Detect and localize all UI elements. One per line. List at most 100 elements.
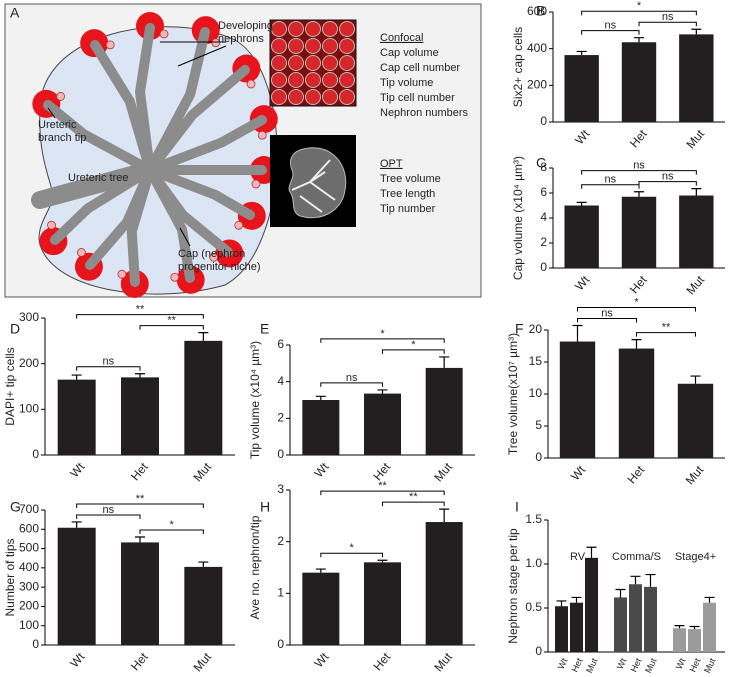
x-tick-label: Wt bbox=[615, 656, 629, 671]
error-bar bbox=[571, 596, 582, 603]
y-tick-label: 700 bbox=[19, 502, 39, 516]
y-tick-label: 20 bbox=[529, 322, 543, 336]
confocal-cap bbox=[339, 89, 355, 105]
confocal-cap bbox=[288, 89, 304, 105]
error-bar bbox=[691, 188, 702, 196]
confocal-cap bbox=[339, 38, 355, 54]
y-tick-label: 2 bbox=[540, 235, 547, 249]
confocal-cap bbox=[271, 21, 287, 37]
error-bar bbox=[691, 28, 702, 35]
bar bbox=[679, 195, 714, 268]
x-tick-label: Mut bbox=[683, 462, 707, 487]
ureteric-branch bbox=[145, 165, 195, 283]
ureteric-branch bbox=[85, 165, 155, 270]
y-axis-label: Tree volume(x10⁷ µm³) bbox=[506, 333, 520, 455]
bar bbox=[621, 42, 657, 122]
significance-label: ns bbox=[103, 504, 115, 516]
y-tick-label: 600 bbox=[527, 4, 547, 18]
annotation-arrow bbox=[179, 227, 191, 247]
y-tick-label: 15 bbox=[529, 354, 543, 368]
bar bbox=[425, 367, 463, 455]
confocal-cap bbox=[305, 72, 321, 88]
significance-bracket bbox=[320, 338, 445, 343]
significance-bracket bbox=[577, 318, 637, 323]
error-bar bbox=[630, 575, 641, 585]
x-tick-label: Wt bbox=[311, 459, 332, 480]
error-bar bbox=[674, 625, 685, 629]
significance-bracket bbox=[581, 184, 640, 189]
panel-label: D bbox=[10, 321, 20, 337]
error-bar bbox=[690, 375, 701, 384]
panel-label: I bbox=[515, 499, 519, 515]
error-bar bbox=[198, 332, 209, 341]
ureteric-branch bbox=[145, 65, 250, 175]
confocal-cap bbox=[322, 72, 338, 88]
bar bbox=[302, 572, 340, 645]
y-tick-label: 10 bbox=[529, 386, 543, 400]
significance-bracket bbox=[320, 382, 383, 387]
confocal-cap bbox=[271, 89, 287, 105]
ureteric-branch bbox=[145, 115, 267, 175]
significance-label: ns bbox=[605, 174, 617, 186]
significance-label: ** bbox=[167, 315, 176, 327]
confocal-cap bbox=[305, 89, 321, 105]
confocal-cap bbox=[322, 89, 338, 105]
ureteric-trunk bbox=[31, 161, 159, 209]
bar bbox=[618, 348, 655, 458]
x-tick-label: Wt bbox=[67, 649, 88, 670]
confocal-pattern bbox=[271, 21, 355, 105]
nephron bbox=[211, 38, 221, 48]
significance-bracket bbox=[320, 552, 383, 558]
confocal-cap bbox=[271, 38, 287, 54]
confocal-cap bbox=[339, 72, 355, 88]
significance-label: ns bbox=[662, 11, 674, 23]
significance-bracket bbox=[638, 21, 697, 27]
confocal-cap bbox=[271, 72, 287, 88]
y-tick-label: 0 bbox=[535, 450, 542, 464]
y-axis-label: Tip volume (x10⁴ µm³) bbox=[248, 341, 262, 459]
group-label: Comma/S bbox=[612, 551, 661, 563]
panel-label: E bbox=[260, 321, 269, 337]
confocal-cap bbox=[288, 21, 304, 37]
annotation: nephrons bbox=[218, 33, 264, 45]
error-bar bbox=[135, 536, 145, 543]
y-tick-label: 200 bbox=[19, 599, 39, 613]
significance-bracket bbox=[638, 181, 697, 186]
annotation: Ureteric bbox=[38, 119, 77, 131]
x-tick-label: Mut bbox=[584, 656, 600, 674]
significance-label: ns bbox=[346, 372, 358, 384]
confocal-cap bbox=[305, 38, 321, 54]
significance-bracket bbox=[139, 529, 204, 534]
bar bbox=[629, 584, 642, 652]
x-tick-label: Wt bbox=[572, 126, 593, 147]
confocal-cap bbox=[271, 55, 287, 71]
significance-bracket bbox=[581, 10, 697, 16]
y-tick-label: 6 bbox=[277, 337, 284, 351]
method-item: Cap cell number bbox=[380, 62, 460, 74]
significance-label: * bbox=[380, 328, 385, 340]
ureteric-branch bbox=[43, 100, 155, 175]
y-axis-label: DAPI+ tip cells bbox=[3, 347, 17, 425]
error-bar bbox=[71, 374, 82, 380]
error-bar bbox=[631, 339, 642, 349]
nephron bbox=[170, 272, 180, 282]
bar bbox=[184, 566, 223, 645]
bar bbox=[644, 586, 657, 652]
y-tick-label: 6 bbox=[540, 185, 547, 199]
panel-label: F bbox=[515, 321, 524, 337]
ureteric-branch bbox=[145, 165, 255, 220]
y-tick-label: 100 bbox=[19, 618, 39, 632]
y-tick-label: 1.0 bbox=[525, 556, 542, 570]
x-tick-label: Het bbox=[628, 656, 643, 673]
x-tick-label: Wt bbox=[674, 656, 688, 671]
method-item: Tree volume bbox=[380, 173, 441, 185]
bar bbox=[425, 522, 463, 645]
nephron bbox=[56, 92, 65, 101]
significance-bracket bbox=[581, 30, 640, 35]
significance-bracket bbox=[382, 349, 445, 354]
y-tick-label: 4 bbox=[540, 210, 547, 224]
significance-label: * bbox=[170, 519, 175, 531]
significance-bracket bbox=[382, 501, 445, 507]
significance-bracket bbox=[76, 503, 204, 508]
